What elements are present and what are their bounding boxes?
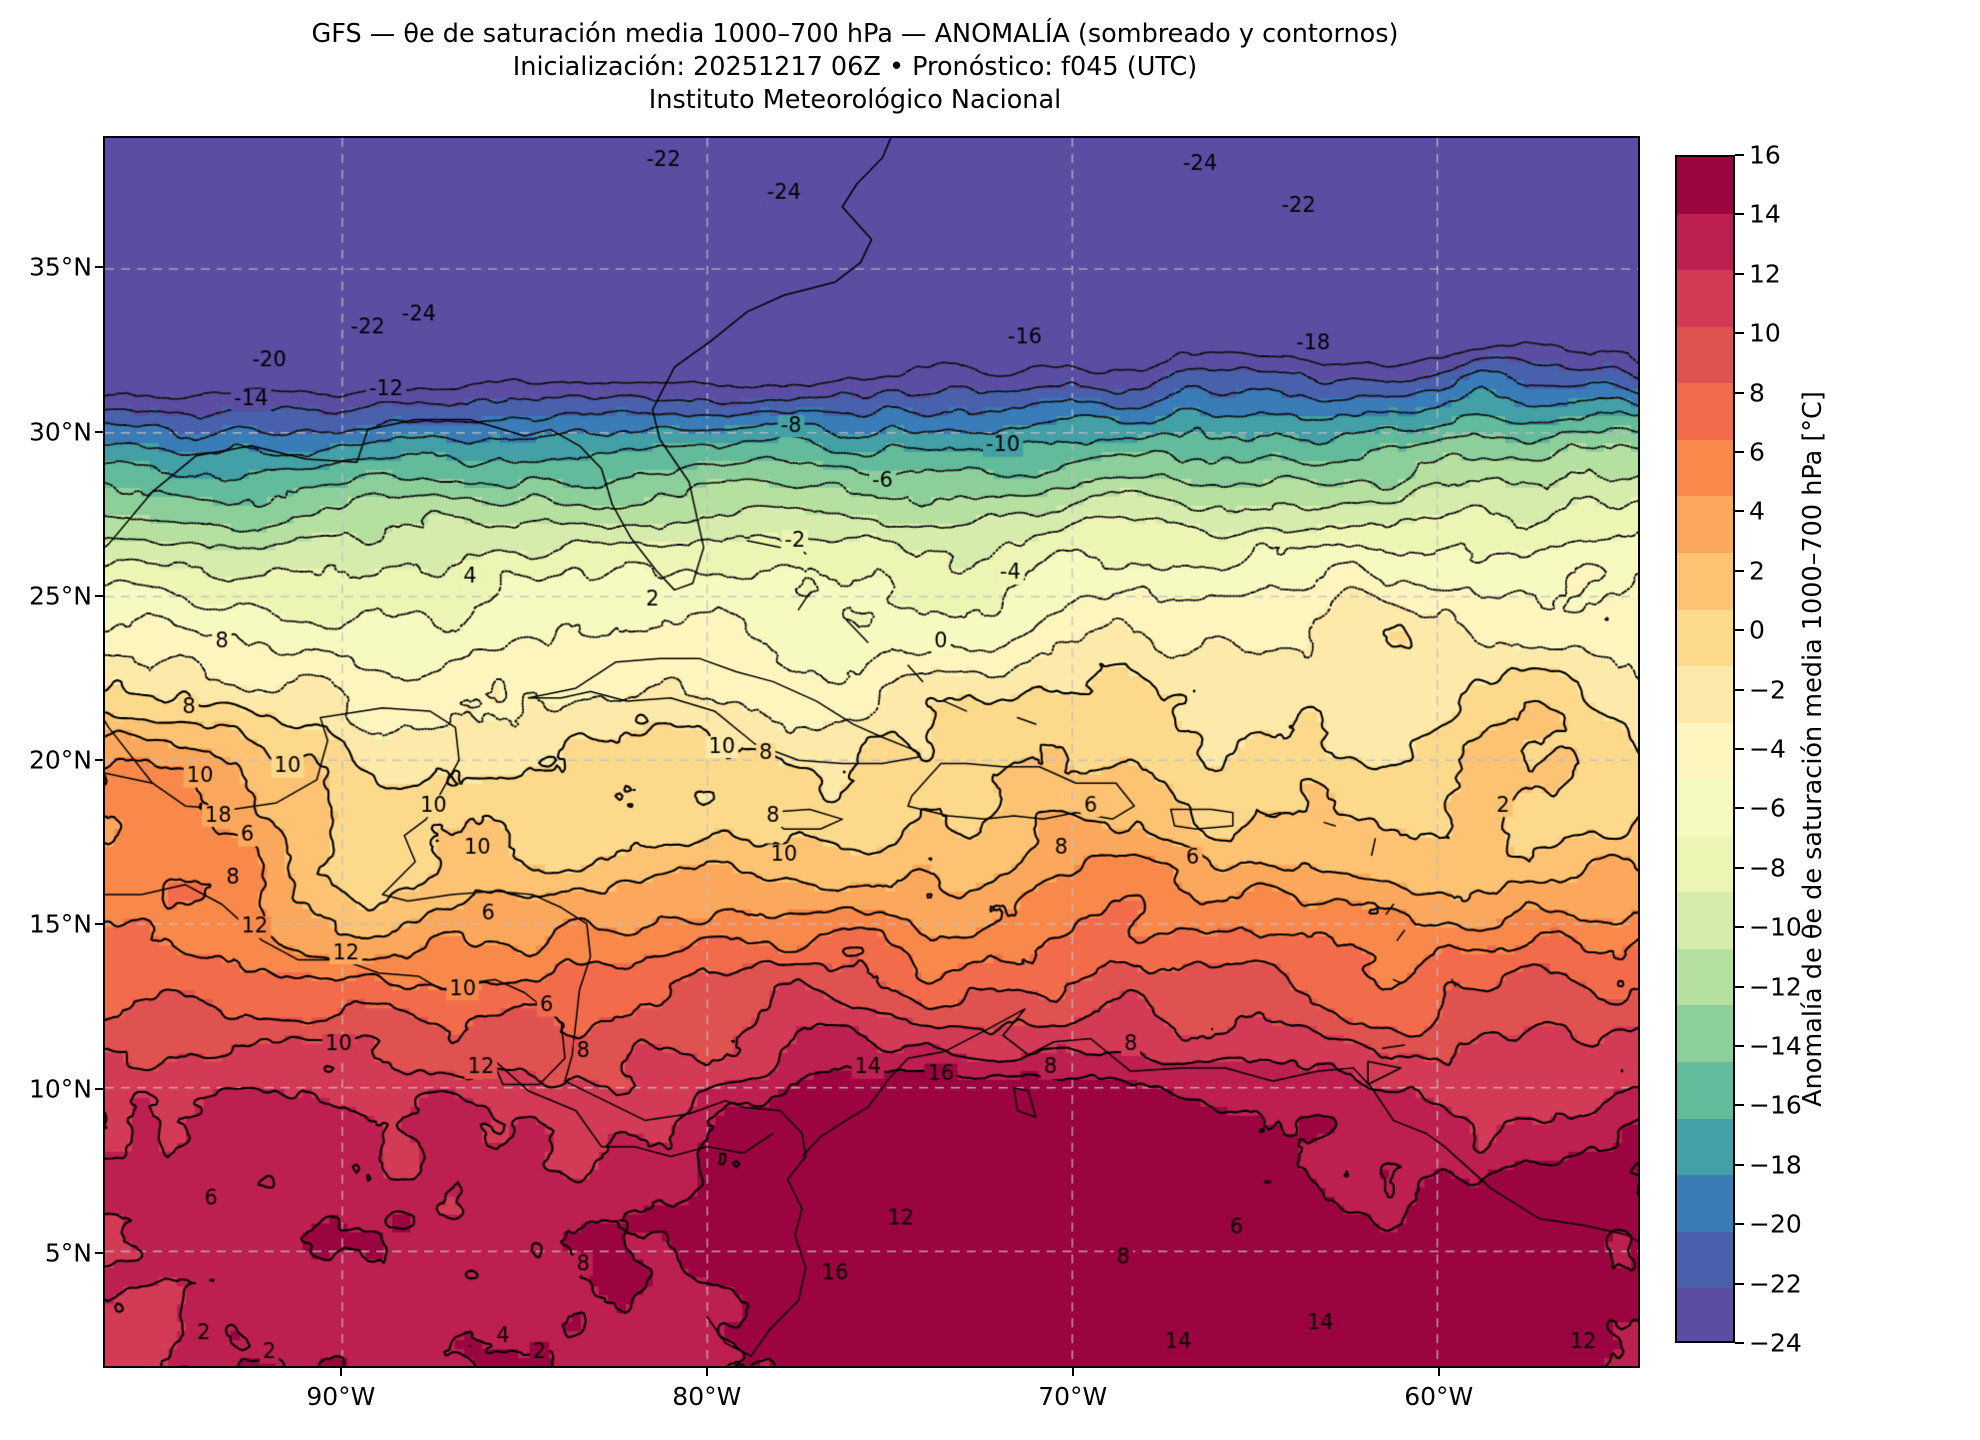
colorbar-tick-label: 10 [1749,318,1781,348]
colorbar-tick-label: 14 [1749,199,1781,229]
colorbar-band [1677,835,1733,893]
colorbar-tick-mark [1735,272,1744,275]
colorbar-band [1677,1175,1733,1232]
colorbar-band [1677,326,1733,384]
colorbar-tick-label: 4 [1749,496,1765,526]
map-plot-area [103,136,1640,1368]
latitude-tick-mark [95,1087,103,1090]
longitude-tick-label: 70°W [1038,1382,1108,1411]
colorbar-tick-label: 6 [1749,437,1765,467]
colorbar-tick-mark [1735,569,1744,572]
longitude-tick-label: 80°W [672,1382,742,1411]
colorbar-axis-label: Anomalía de θe de saturación media 1000–… [1795,155,1831,1343]
colorbar-tick-mark [1735,1045,1744,1047]
colorbar-tick-mark [1735,332,1744,335]
colorbar-tick-label: −20 [1749,1209,1802,1239]
colorbar-tick-label: 12 [1749,259,1781,289]
colorbar-tick-mark [1735,1342,1744,1344]
colorbar-band [1677,1231,1733,1289]
colorbar-band [1677,1062,1733,1119]
latitude-tick-mark [95,594,103,597]
latitude-tick-mark [95,266,103,269]
colorbar-tick-mark [1735,510,1744,513]
colorbar-tick-mark [1735,1282,1744,1285]
colorbar-tick-mark [1735,451,1744,453]
latitude-tick-label: 10°N [28,1074,92,1104]
colorbar-wrap [1675,155,1735,1343]
colorbar-tick-mark [1735,926,1744,929]
latitude-tick-label: 30°N [28,417,92,447]
colorbar-band [1677,213,1733,271]
colorbar-tick-mark [1735,391,1744,394]
longitude-tick-mark [705,1368,708,1376]
latitude-tick-label: 5°N [44,1238,92,1268]
colorbar-tick-mark [1735,1223,1744,1226]
colorbar-band [1677,552,1733,610]
colorbar-band [1677,1288,1733,1341]
latitude-tick-mark [95,923,103,926]
colorbar-band [1677,270,1733,327]
longitude-tick-label: 90°W [306,1382,376,1411]
chart-title-block: GFS — θe de saturación media 1000–700 hP… [0,18,1710,117]
colorbar-band [1677,609,1733,667]
colorbar-tick-mark [1735,985,1744,988]
colorbar-tick-label: −10 [1749,912,1802,942]
colorbar-band [1677,779,1733,836]
contour-map-canvas [105,138,1638,1366]
colorbar-tick-label: −6 [1749,793,1786,823]
longitude-tick-label: 60°W [1404,1382,1474,1411]
latitude-tick-mark [95,430,103,433]
colorbar-tick-mark [1735,866,1744,869]
colorbar-tick-label: 8 [1749,378,1765,408]
colorbar-tick-mark [1735,807,1744,810]
latitude-tick-label: 20°N [28,745,92,775]
chart-title-line-3: Instituto Meteorológico Nacional [648,85,1062,116]
latitude-tick-label: 25°N [28,581,92,611]
longitude-tick-mark [1437,1368,1440,1376]
colorbar-tick-mark [1735,1104,1744,1107]
latitude-tick-label: 15°N [28,909,92,939]
colorbar-tick-label: −14 [1749,1031,1802,1061]
colorbar [1675,155,1735,1343]
colorbar-tick-mark [1735,688,1744,691]
colorbar-band [1677,1118,1733,1176]
chart-title-line-2: Inicialización: 20251217 06Z • Pronóstic… [512,52,1198,83]
colorbar-band [1677,439,1733,497]
colorbar-tick-label: −8 [1749,853,1786,883]
colorbar-tick-mark [1735,748,1744,750]
colorbar-tick-label: −16 [1749,1090,1802,1120]
colorbar-band [1677,383,1733,440]
colorbar-tick-label: −22 [1749,1269,1802,1299]
colorbar-tick-label: −12 [1749,972,1802,1002]
chart-title-line-1: GFS — θe de saturación media 1000–700 hP… [311,19,1399,49]
colorbar-tick-label: 0 [1749,615,1765,645]
colorbar-tick-label: 2 [1749,556,1765,586]
colorbar-band [1677,722,1733,780]
colorbar-band [1677,666,1733,723]
colorbar-tick-label: −18 [1749,1150,1802,1180]
colorbar-tick-mark [1735,629,1744,632]
colorbar-band [1677,948,1733,1006]
colorbar-tick-label: −24 [1749,1328,1802,1358]
colorbar-band [1677,892,1733,949]
longitude-tick-mark [1071,1368,1074,1376]
colorbar-axis-label-text: Anomalía de θe de saturación media 1000–… [1798,391,1828,1107]
colorbar-tick-mark [1735,213,1744,216]
longitude-tick-mark [339,1368,342,1376]
colorbar-tick-label: −2 [1749,675,1786,705]
latitude-tick-label: 35°N [28,252,92,282]
colorbar-tick-mark [1735,154,1744,156]
colorbar-band [1677,157,1733,214]
colorbar-tick-mark [1735,1163,1744,1166]
latitude-tick-mark [95,759,103,762]
colorbar-tick-label: 16 [1749,140,1781,170]
colorbar-tick-label: −4 [1749,734,1786,764]
colorbar-band [1677,496,1733,553]
latitude-tick-mark [95,1252,103,1254]
colorbar-band [1677,1005,1733,1062]
